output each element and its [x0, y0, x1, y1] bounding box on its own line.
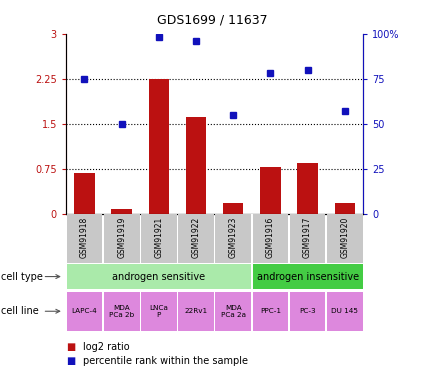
Text: GSM91921: GSM91921	[154, 216, 163, 258]
Bar	[104, 292, 139, 331]
Bar	[186, 117, 206, 214]
Bar	[334, 203, 355, 214]
Text: log2 ratio: log2 ratio	[83, 342, 130, 352]
Bar	[298, 163, 318, 214]
Bar	[252, 292, 288, 331]
Text: LAPC-4: LAPC-4	[71, 308, 97, 314]
Bar	[252, 214, 288, 262]
Bar	[251, 214, 252, 262]
Text: GDS1699 / 11637: GDS1699 / 11637	[157, 13, 268, 26]
Bar	[104, 214, 139, 262]
Bar	[178, 292, 214, 331]
Text: LNCa
P: LNCa P	[150, 305, 168, 318]
Text: PC-3: PC-3	[299, 308, 316, 314]
Text: GSM91918: GSM91918	[80, 216, 89, 258]
Text: GSM91920: GSM91920	[340, 216, 349, 258]
Bar	[67, 214, 102, 262]
Text: androgen insensitive: androgen insensitive	[257, 272, 359, 282]
Bar	[215, 292, 251, 331]
Text: MDA
PCa 2b: MDA PCa 2b	[109, 305, 134, 318]
Text: percentile rank within the sample: percentile rank within the sample	[83, 356, 248, 366]
Text: 22Rv1: 22Rv1	[184, 308, 207, 314]
Bar	[67, 264, 251, 289]
Bar	[290, 292, 326, 331]
Text: GSM91919: GSM91919	[117, 216, 126, 258]
Bar	[74, 173, 95, 214]
Bar	[260, 167, 281, 214]
Text: GSM91916: GSM91916	[266, 216, 275, 258]
Bar	[252, 264, 363, 289]
Bar	[327, 214, 363, 262]
Bar	[149, 79, 169, 214]
Bar	[290, 214, 326, 262]
Text: cell type: cell type	[1, 272, 43, 282]
Text: ■: ■	[66, 342, 75, 352]
Text: GSM91917: GSM91917	[303, 216, 312, 258]
Bar	[215, 214, 251, 262]
Bar	[111, 209, 132, 214]
Bar	[327, 292, 363, 331]
Bar	[141, 214, 177, 262]
Text: cell line: cell line	[1, 306, 39, 316]
Text: DU 145: DU 145	[331, 308, 358, 314]
Text: androgen sensitive: androgen sensitive	[112, 272, 205, 282]
Text: MDA
PCa 2a: MDA PCa 2a	[221, 305, 246, 318]
Text: GSM91923: GSM91923	[229, 216, 238, 258]
Bar	[67, 292, 102, 331]
Bar	[178, 214, 214, 262]
Bar	[223, 203, 244, 214]
Text: GSM91922: GSM91922	[192, 216, 201, 258]
Text: ■: ■	[66, 356, 75, 366]
Text: PPC-1: PPC-1	[260, 308, 281, 314]
Bar	[141, 292, 177, 331]
